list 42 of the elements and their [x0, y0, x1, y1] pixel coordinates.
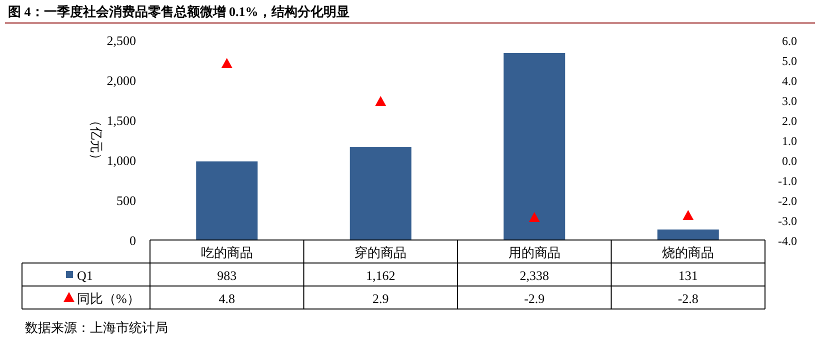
- data-label: 2.9: [372, 291, 389, 306]
- y-tick-label: 1,000: [106, 153, 136, 168]
- data-label: 4.8: [218, 291, 235, 306]
- y-tick-label: 2,000: [106, 73, 136, 88]
- bar: [350, 147, 412, 240]
- x-tick-label: 吃的商品: [200, 245, 253, 260]
- chart-title: 图 4：一季度社会消费品零售总额微增 0.1%，结构分化明显: [8, 4, 350, 19]
- y2-tick-label: 1.0: [782, 134, 797, 148]
- data-label: 1,162: [366, 268, 396, 283]
- y-tick-label: 1,500: [106, 113, 136, 128]
- y2-tick-label: -1.0: [778, 174, 797, 188]
- y-tick-label: 2,500: [106, 33, 136, 48]
- x-tick-label: 穿的商品: [354, 245, 407, 260]
- y2-tick-label: -3.0: [778, 214, 797, 228]
- y2-tick-label: -2.0: [778, 194, 797, 208]
- data-label: -2.9: [524, 291, 545, 306]
- point: [375, 96, 386, 106]
- y2-tick-label: 3.0: [782, 94, 797, 108]
- point: [682, 210, 694, 220]
- data-label: -2.8: [678, 291, 698, 306]
- data-label: 131: [678, 268, 698, 283]
- data-label: 2,338: [520, 268, 549, 283]
- point: [528, 212, 540, 222]
- x-tick-label: 烧的商品: [662, 245, 714, 260]
- y2-tick-label: 5.0: [782, 54, 797, 68]
- y2-tick-label: 0.0: [782, 154, 797, 168]
- bar: [504, 52, 566, 240]
- legend-label: 同比（%）: [77, 291, 140, 306]
- data-label: 983: [217, 268, 237, 283]
- bar: [196, 161, 258, 240]
- y-axis-title: （亿元）: [89, 114, 104, 166]
- y2-tick-label: 6.0: [782, 34, 797, 48]
- y-tick-label: 0: [130, 233, 136, 248]
- legend-label: Q1: [77, 268, 93, 283]
- source-note: 数据来源：上海市统计局: [25, 320, 168, 335]
- y2-tick-label: 4.0: [782, 74, 797, 88]
- y-tick-label: 500: [116, 193, 136, 208]
- x-tick-label: 用的商品: [508, 245, 560, 260]
- y2-tick-label: 2.0: [782, 114, 797, 128]
- y2-tick-label: -4.0: [778, 234, 797, 248]
- point: [221, 58, 232, 68]
- bar: [657, 230, 719, 240]
